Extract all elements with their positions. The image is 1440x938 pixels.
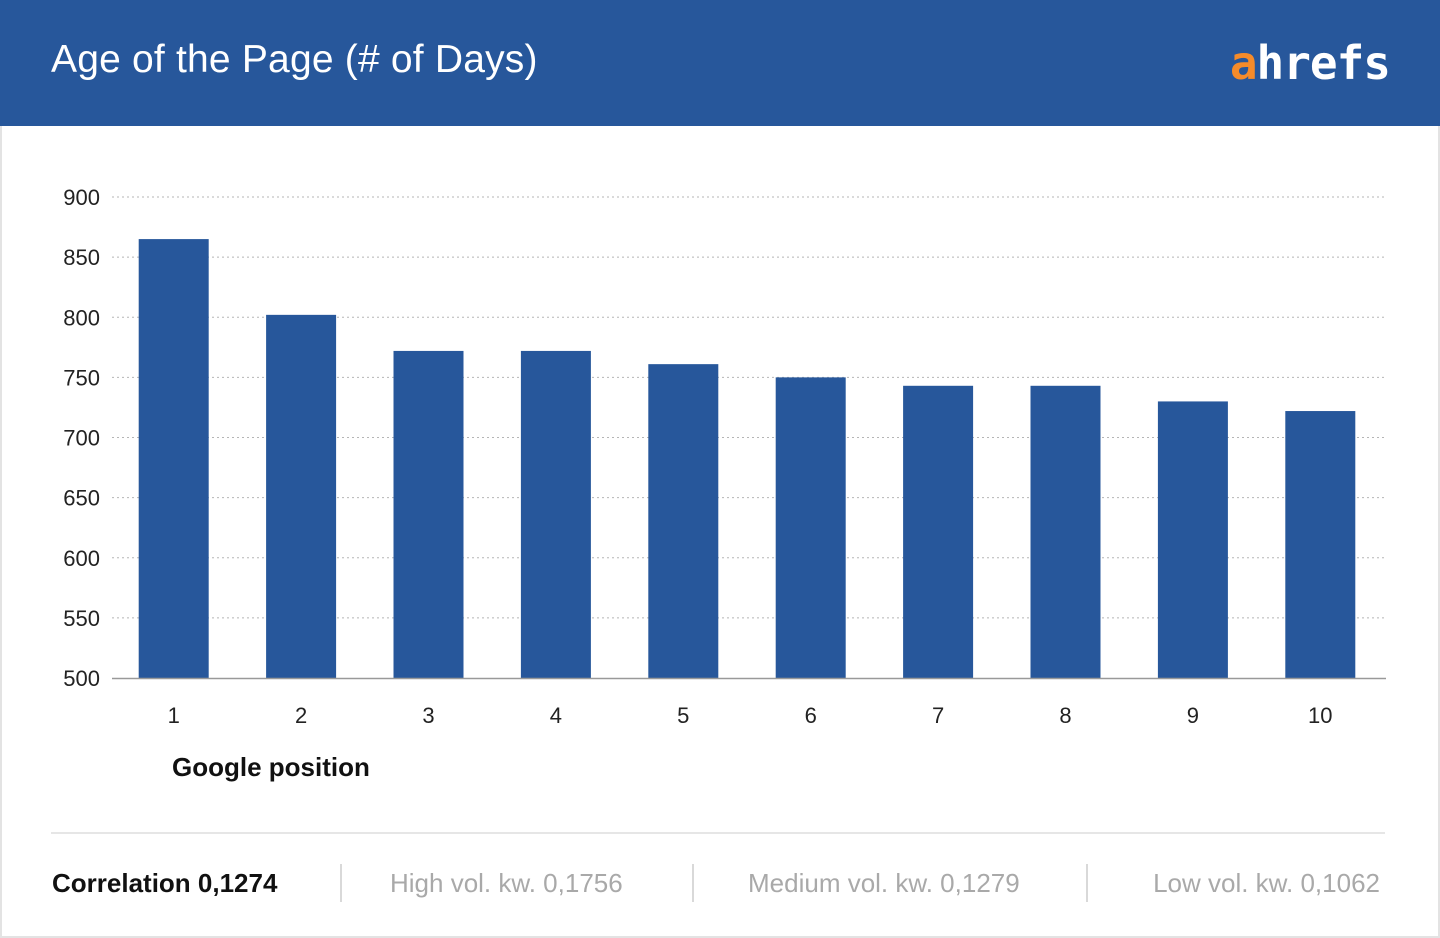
x-tick-label: 2	[295, 703, 307, 726]
x-tick-label: 1	[168, 703, 180, 726]
logo-text: hrefs	[1256, 36, 1391, 90]
bar-chart: 500 550 600 650 700 750 800 850 900 1 2 3 4 5 6 7 8 9 10	[63, 185, 1386, 726]
y-tick-label: 600	[63, 546, 100, 571]
bar	[393, 350, 464, 678]
y-tick-label: 650	[63, 486, 100, 511]
y-tick-label: 750	[63, 365, 100, 390]
x-axis-title: Google position	[172, 752, 370, 782]
bar	[1157, 401, 1228, 678]
y-tick-label: 550	[63, 606, 100, 631]
footer-separator	[1086, 864, 1088, 902]
chart-title: Age of the Page (# of Days)	[51, 38, 538, 81]
header-bar: Age of the Page (# of Days) ahrefs	[0, 0, 1440, 126]
footer-separator	[340, 864, 342, 902]
y-tick-label: 900	[63, 185, 100, 210]
y-tick-label: 700	[63, 426, 100, 451]
medium-volume-stat: Medium vol. kw. 0,1279	[748, 868, 1020, 898]
x-tick-label: 10	[1308, 703, 1332, 726]
bar	[266, 314, 337, 678]
x-tick-label: 3	[422, 703, 434, 726]
bar	[903, 385, 974, 678]
high-volume-stat: High vol. kw. 0,1756	[390, 868, 623, 898]
x-tick-label: 7	[932, 703, 944, 726]
footer-separator	[692, 864, 694, 902]
bar	[1285, 411, 1356, 678]
logo-accent: a	[1229, 36, 1258, 90]
bar	[138, 239, 209, 678]
footer-divider	[51, 832, 1385, 834]
bar	[648, 364, 719, 678]
bar	[775, 377, 846, 678]
x-tick-label: 8	[1059, 703, 1071, 726]
ahrefs-logo: ahrefs	[1229, 36, 1391, 90]
correlation-stat: Correlation 0,1274	[52, 868, 278, 898]
y-tick-label: 500	[63, 666, 100, 691]
y-tick-label: 800	[63, 305, 100, 330]
x-tick-label: 5	[677, 703, 689, 726]
bar	[1030, 385, 1101, 678]
low-volume-stat: Low vol. kw. 0,1062	[1153, 868, 1380, 898]
y-tick-label: 850	[63, 245, 100, 270]
x-tick-label: 9	[1187, 703, 1199, 726]
x-tick-label: 4	[550, 703, 562, 726]
bar	[520, 350, 591, 678]
x-tick-label: 6	[805, 703, 817, 726]
